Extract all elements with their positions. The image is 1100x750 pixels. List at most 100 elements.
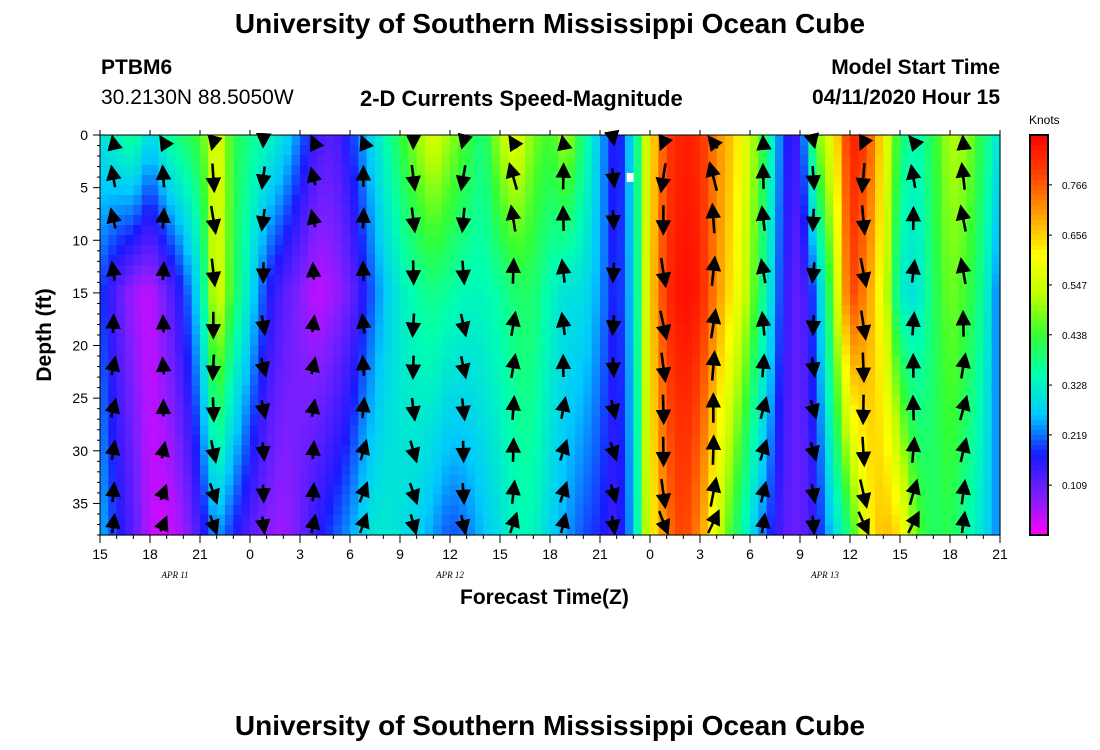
heatmap-cell	[533, 165, 543, 176]
heatmap-cell	[133, 275, 143, 286]
heatmap-cell	[675, 285, 684, 296]
heatmap-cell	[500, 155, 509, 166]
heatmap-cell	[466, 275, 476, 286]
heatmap-cell	[908, 335, 918, 346]
heatmap-cell	[350, 315, 359, 326]
heatmap-cell	[750, 385, 759, 396]
heatmap-cell	[800, 505, 809, 516]
heatmap-cell	[125, 515, 134, 526]
heatmap-cell	[891, 215, 901, 226]
heatmap-cell	[666, 415, 676, 426]
heatmap-cell	[816, 515, 826, 526]
heatmap-cell	[325, 285, 334, 296]
heatmap-cell	[233, 245, 243, 256]
heatmap-cell	[216, 245, 226, 256]
heatmap-cell	[508, 335, 518, 346]
heatmap-cell	[616, 485, 626, 496]
heatmap-cell	[116, 175, 126, 186]
heatmap-cell	[325, 205, 334, 216]
heatmap-cell	[416, 325, 426, 336]
heatmap-cell	[891, 525, 901, 536]
heatmap-cell	[366, 155, 376, 166]
heatmap-cell	[833, 365, 843, 376]
heatmap-cell	[450, 345, 459, 356]
current-vector	[855, 352, 872, 384]
heatmap-cell	[408, 475, 418, 486]
current-vector	[155, 207, 171, 229]
heatmap-cell	[266, 205, 276, 216]
heatmap-cell	[283, 445, 293, 456]
heatmap-cell	[633, 155, 643, 166]
heatmap-cell	[308, 305, 318, 316]
heatmap-cell	[950, 235, 959, 246]
heatmap-cell	[625, 195, 634, 206]
heatmap-cell	[266, 275, 276, 286]
heatmap-cell	[333, 295, 343, 306]
station-coords: 30.2130N 88.5050W	[101, 86, 294, 109]
heatmap-cell	[450, 265, 459, 276]
heatmap-cell	[583, 375, 593, 386]
heatmap-cell	[816, 195, 826, 206]
heatmap-cell	[141, 365, 151, 376]
heatmap-cell	[200, 195, 209, 206]
heatmap-cell	[566, 305, 576, 316]
heatmap-cell	[291, 455, 301, 466]
current-vector	[205, 354, 222, 382]
heatmap-cell	[158, 505, 168, 516]
heatmap-cell	[191, 145, 201, 156]
heatmap-cell	[400, 185, 409, 196]
heatmap-cell	[466, 175, 476, 186]
heatmap-cell	[116, 425, 126, 436]
heatmap-cell	[883, 325, 893, 336]
heatmap-cell	[716, 345, 726, 356]
heatmap-cell	[458, 465, 468, 476]
heatmap-cell	[883, 305, 893, 316]
current-vector	[905, 394, 922, 421]
heatmap-cell	[441, 365, 451, 376]
heatmap-cell	[966, 215, 976, 226]
heatmap-cell	[675, 405, 684, 416]
heatmap-cell	[350, 405, 359, 416]
heatmap-cell	[408, 195, 418, 206]
heatmap-cell	[200, 305, 209, 316]
heatmap-cell	[225, 415, 234, 426]
heatmap-cell	[941, 485, 951, 496]
heatmap-cell	[650, 285, 659, 296]
heatmap-cell	[716, 155, 726, 166]
heatmap-cell	[700, 175, 709, 186]
heatmap-cell	[558, 345, 568, 356]
heatmap-cell	[491, 465, 501, 476]
current-vector	[455, 398, 471, 422]
heatmap-cell	[450, 525, 459, 536]
heatmap-cell	[925, 425, 934, 436]
heatmap-cell	[691, 485, 701, 496]
heatmap-cell	[158, 385, 168, 396]
heatmap-cell	[558, 495, 568, 506]
heatmap-cell	[100, 395, 109, 406]
heatmap-cell	[341, 395, 351, 406]
heatmap-cell	[516, 415, 526, 426]
heatmap-cell	[358, 335, 368, 346]
heatmap-cell	[233, 355, 243, 366]
heatmap-cell	[916, 135, 926, 146]
heatmap-cell	[350, 145, 359, 156]
heatmap-cell	[916, 355, 926, 366]
heatmap-cell	[483, 415, 493, 426]
heatmap-cell	[500, 235, 509, 246]
heatmap-cell	[225, 355, 234, 366]
heatmap-cell	[391, 395, 401, 406]
heatmap-cell	[300, 435, 309, 446]
heatmap-cell	[366, 175, 376, 186]
heatmap-cell	[866, 165, 876, 176]
heatmap-cell	[841, 355, 851, 366]
heatmap-cell	[383, 245, 393, 256]
heatmap-cell	[241, 305, 251, 316]
heatmap-cell	[175, 405, 184, 416]
heatmap-cell	[983, 155, 993, 166]
heatmap-cell	[883, 295, 893, 306]
heatmap-cell	[150, 135, 159, 146]
heatmap-cell	[600, 205, 609, 216]
heatmap-cell	[491, 175, 501, 186]
heatmap-cell	[633, 385, 643, 396]
heatmap-cell	[333, 445, 343, 456]
